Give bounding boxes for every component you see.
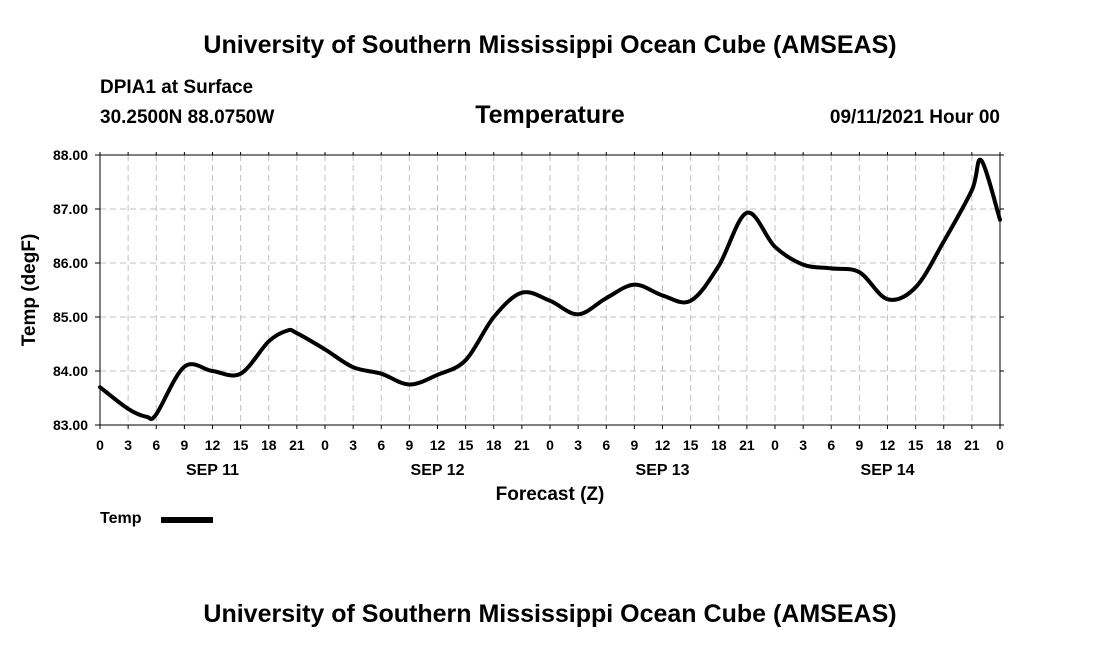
y-tick-label: 83.00 <box>53 417 88 433</box>
y-tick-label: 85.00 <box>53 309 88 325</box>
x-tick-label: 3 <box>124 437 132 453</box>
x-tick-label: 15 <box>683 437 699 453</box>
axis-ticks <box>95 152 1004 429</box>
date-label: SEP 14 <box>861 462 915 479</box>
x-tick-label: 9 <box>180 437 188 453</box>
chart-title: Temperature <box>475 101 625 129</box>
page-title: University of Southern Mississippi Ocean… <box>203 31 897 59</box>
x-tick-label: 0 <box>996 437 1004 453</box>
x-tick-label: 6 <box>377 437 385 453</box>
x-tick-label: 9 <box>405 437 413 453</box>
x-tick-label: 0 <box>546 437 554 453</box>
x-tick-label: 18 <box>936 437 952 453</box>
date-label: SEP 13 <box>636 462 690 479</box>
x-tick-label: 15 <box>458 437 474 453</box>
y-tick-label: 88.00 <box>53 147 88 163</box>
y-tick-label: 84.00 <box>53 363 88 379</box>
x-tick-label: 21 <box>739 437 755 453</box>
x-tick-label: 18 <box>711 437 727 453</box>
x-tick-label: 21 <box>514 437 530 453</box>
legend-label: Temp <box>100 510 142 527</box>
x-tick-label: 9 <box>855 437 863 453</box>
legend-line-swatch <box>161 517 213 523</box>
x-tick-label: 21 <box>289 437 305 453</box>
x-tick-label: 18 <box>486 437 502 453</box>
x-tick-label: 9 <box>630 437 638 453</box>
x-tick-label: 21 <box>964 437 980 453</box>
date-label: SEP 12 <box>411 462 465 479</box>
x-tick-label: 3 <box>574 437 582 453</box>
x-tick-label: 18 <box>261 437 277 453</box>
x-tick-label: 3 <box>349 437 357 453</box>
coordinates-label: 30.2500N 88.0750W <box>100 107 275 128</box>
y-tick-label: 86.00 <box>53 255 88 271</box>
x-tick-label: 6 <box>827 437 835 453</box>
forecast-timestamp: 09/11/2021 Hour 00 <box>829 107 1000 128</box>
footer-title: University of Southern Mississippi Ocean… <box>203 600 897 628</box>
x-tick-label: 12 <box>205 437 221 453</box>
x-tick-label: 12 <box>880 437 896 453</box>
series-line-temp <box>98 157 1002 422</box>
x-tick-label: 3 <box>799 437 807 453</box>
x-tick-label: 0 <box>96 437 104 453</box>
date-label: SEP 11 <box>186 462 239 479</box>
x-axis-title: Forecast (Z) <box>496 484 605 505</box>
x-tick-label: 0 <box>771 437 779 453</box>
y-tick-label: 87.00 <box>53 201 88 217</box>
x-tick-label: 6 <box>602 437 610 453</box>
x-tick-label: 15 <box>908 437 924 453</box>
x-tick-label: 12 <box>430 437 446 453</box>
y-axis-title: Temp (degF) <box>19 234 40 347</box>
x-tick-label: 6 <box>152 437 160 453</box>
x-tick-label: 12 <box>655 437 671 453</box>
chart-grid <box>100 155 1000 425</box>
axis-labels: 0 3 6 9 12 15 18 21 0 3 6 9 12 15 18 21 0 3 6 9 12 15 18 21 0 3 6 9… <box>53 147 1004 479</box>
x-tick-label: 15 <box>233 437 249 453</box>
station-label: DPIA1 at Surface <box>100 77 254 98</box>
x-tick-label: 0 <box>321 437 329 453</box>
